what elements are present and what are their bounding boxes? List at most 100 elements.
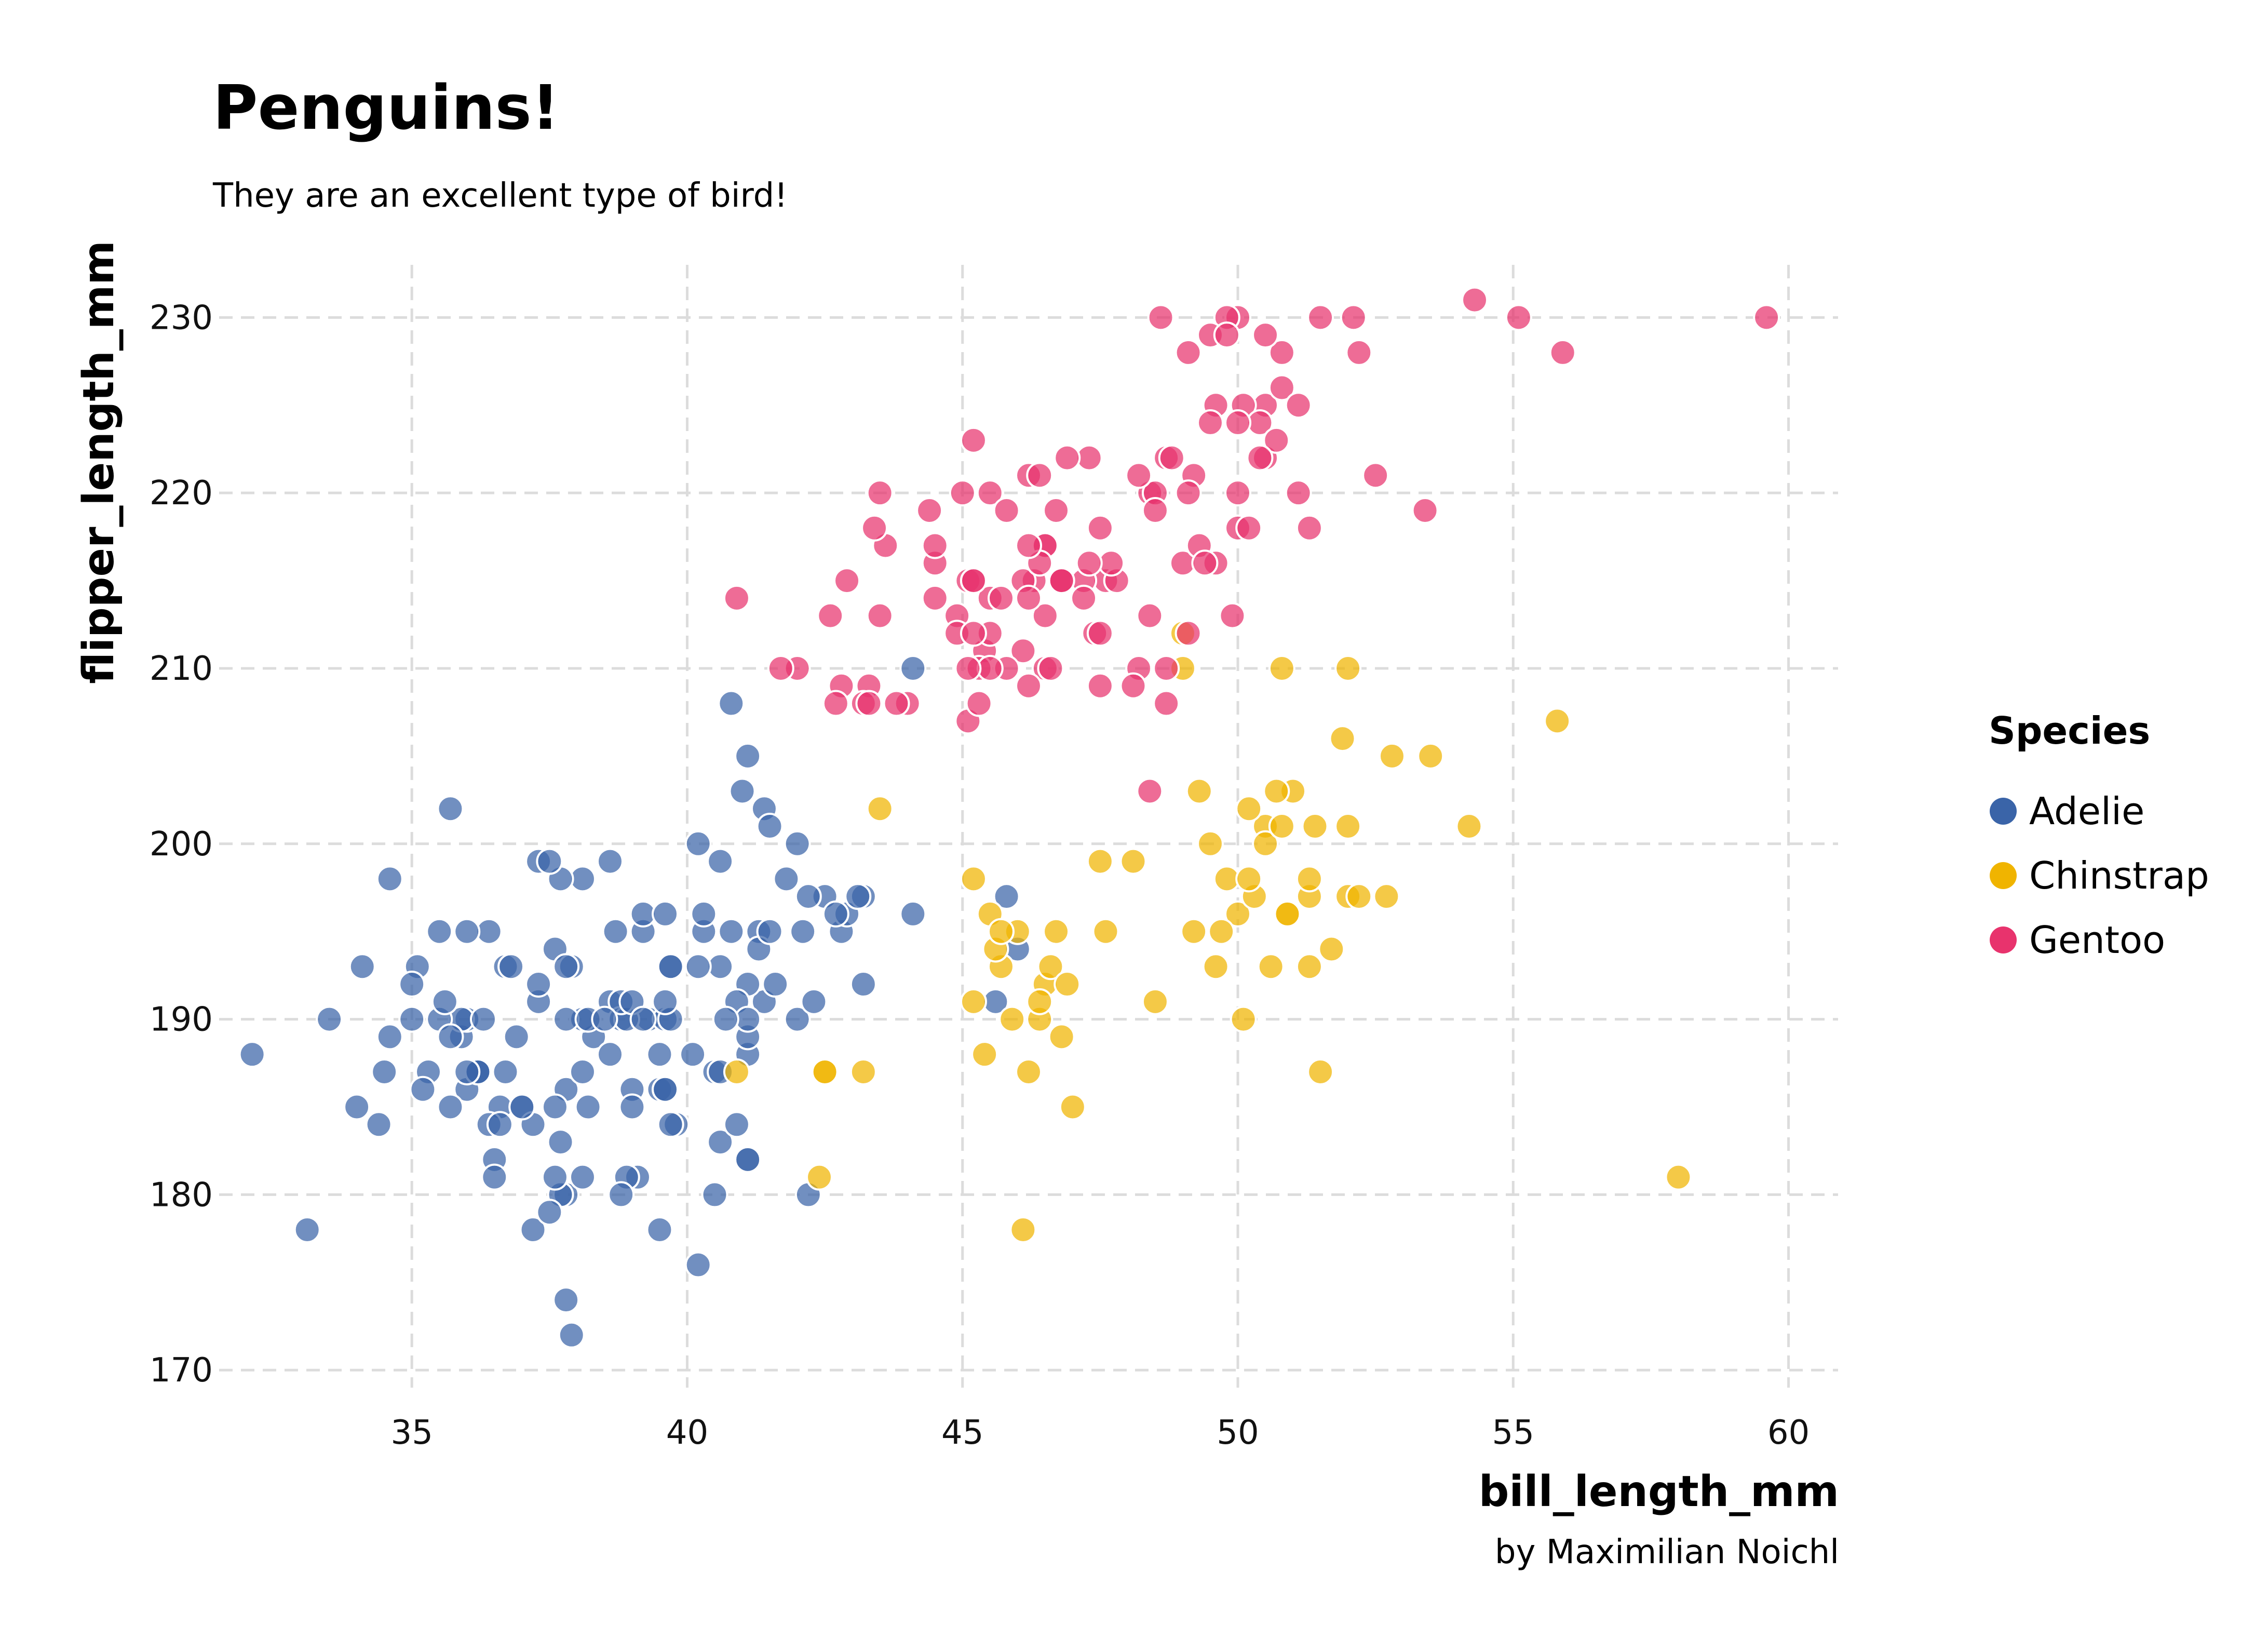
data-point	[437, 1093, 464, 1121]
data-point	[921, 584, 949, 612]
data-point	[723, 1111, 750, 1138]
data-point	[1015, 532, 1042, 559]
data-point	[1059, 1093, 1086, 1121]
data-points	[238, 286, 1780, 1349]
data-point	[1037, 654, 1064, 682]
data-point	[1340, 304, 1367, 331]
data-point	[849, 1058, 877, 1085]
y-tick-label: 200	[150, 825, 213, 864]
data-point	[998, 1005, 1026, 1033]
x-tick-label: 50	[1217, 1414, 1259, 1452]
data-point	[1301, 813, 1329, 840]
data-point	[1180, 918, 1208, 945]
data-point	[756, 918, 784, 945]
y-tick-label: 220	[150, 474, 213, 513]
data-point	[960, 620, 987, 647]
data-point	[376, 865, 403, 893]
data-point	[811, 1058, 839, 1085]
data-point	[503, 1023, 530, 1051]
chart-title: Penguins!	[213, 72, 560, 143]
data-point	[1268, 339, 1295, 366]
data-point	[652, 1076, 679, 1103]
data-point	[1544, 707, 1571, 735]
data-point	[960, 567, 987, 595]
data-point	[1411, 496, 1439, 524]
data-point	[646, 1216, 673, 1243]
data-point	[861, 514, 888, 542]
data-point	[949, 479, 976, 507]
data-point	[1136, 602, 1164, 629]
data-point	[608, 1181, 635, 1208]
data-point	[866, 602, 894, 629]
data-point	[690, 900, 718, 928]
data-point	[1246, 444, 1274, 472]
data-point	[1086, 620, 1114, 647]
data-point	[1235, 514, 1263, 542]
data-point	[849, 971, 877, 998]
data-point	[1230, 1005, 1257, 1033]
data-point	[1119, 848, 1147, 875]
data-point	[365, 1111, 393, 1138]
data-point	[552, 953, 580, 980]
data-point	[707, 848, 734, 875]
data-point	[541, 1163, 569, 1191]
data-point	[784, 1005, 811, 1033]
data-point	[916, 496, 943, 524]
data-point	[971, 1041, 998, 1068]
data-point	[1753, 304, 1780, 331]
data-point	[1196, 409, 1224, 437]
data-point	[1125, 462, 1153, 489]
data-point	[1048, 1023, 1075, 1051]
data-point	[684, 830, 712, 857]
data-point	[1268, 374, 1295, 401]
x-tick-label: 55	[1492, 1414, 1534, 1452]
legend-title: Species	[1989, 709, 2150, 753]
data-point	[1092, 918, 1119, 945]
data-point	[1665, 1163, 1692, 1191]
data-point	[712, 1005, 739, 1033]
data-point	[855, 690, 883, 717]
data-point	[1048, 567, 1075, 595]
data-point	[1191, 549, 1219, 577]
data-point	[1086, 514, 1114, 542]
data-point	[960, 988, 987, 1015]
data-point	[470, 1005, 497, 1033]
data-point	[1329, 725, 1356, 753]
data-point	[883, 690, 910, 717]
data-point	[684, 953, 712, 980]
data-point	[497, 953, 525, 980]
data-point	[1070, 584, 1098, 612]
data-point	[1026, 462, 1054, 489]
data-point	[701, 1181, 728, 1208]
data-point	[921, 532, 949, 559]
data-point	[822, 900, 849, 928]
data-point	[398, 1005, 426, 1033]
data-point	[552, 1286, 580, 1314]
data-point	[1257, 953, 1285, 980]
data-point	[1196, 830, 1224, 857]
data-point	[1031, 602, 1059, 629]
data-point	[536, 848, 563, 875]
data-point	[508, 1093, 536, 1121]
data-point	[569, 1163, 596, 1191]
data-point	[431, 988, 458, 1015]
data-point	[707, 1129, 734, 1156]
data-point	[1549, 339, 1576, 366]
data-point	[1224, 479, 1252, 507]
data-point	[409, 1076, 437, 1103]
data-point	[238, 1041, 266, 1068]
data-point	[767, 654, 794, 682]
data-point	[1285, 479, 1312, 507]
data-point	[453, 918, 481, 945]
data-point	[1147, 304, 1174, 331]
data-point	[1015, 672, 1042, 700]
data-point	[805, 1163, 833, 1191]
data-point	[437, 795, 464, 823]
data-point	[1043, 918, 1070, 945]
y-tick-label: 230	[150, 299, 213, 337]
data-point	[646, 1041, 673, 1068]
data-point	[426, 918, 453, 945]
data-point	[558, 1321, 585, 1349]
data-point	[1075, 549, 1103, 577]
data-point	[536, 1199, 563, 1226]
